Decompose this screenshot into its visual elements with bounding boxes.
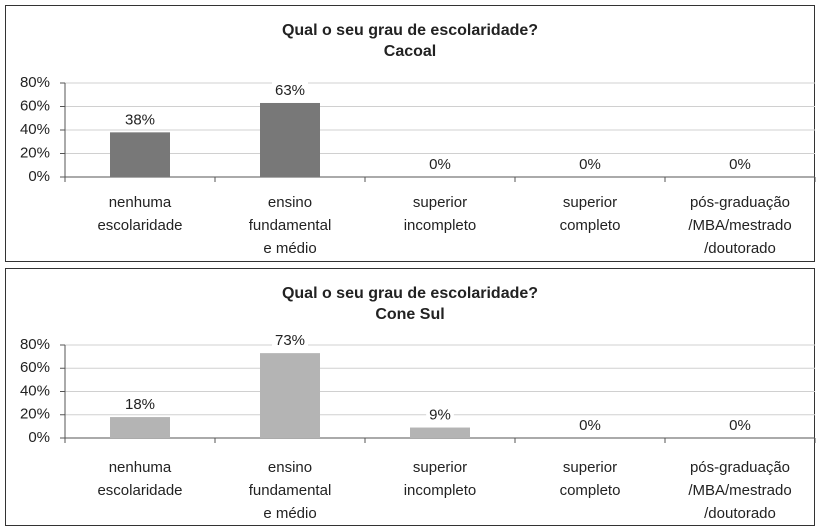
x-tick-label-line: fundamental — [249, 217, 332, 234]
x-tick-label: superior completo — [560, 194, 621, 234]
x-tick-label-line: superior — [413, 194, 467, 211]
value-label: 9% — [429, 407, 451, 424]
x-tick-label: nenhuma escolaridade — [97, 194, 182, 234]
value-label: 0% — [729, 156, 751, 173]
x-tick-label-line: /doutorado — [704, 505, 776, 522]
x-tick-label-line: pós-graduação — [690, 194, 790, 211]
x-tick-label-line: escolaridade — [97, 217, 182, 234]
value-label-bg — [426, 406, 454, 425]
x-tick-label-line: ensino — [268, 459, 312, 476]
x-tick-label-line: e médio — [263, 505, 316, 522]
bar — [260, 353, 320, 438]
value-label-bg — [576, 417, 604, 435]
y-tick-label: 80% — [20, 336, 50, 353]
y-tick-label: 60% — [20, 97, 50, 114]
y-tick-label: 80% — [20, 74, 50, 91]
value-label-bg — [121, 111, 159, 130]
value-label-bg — [271, 81, 309, 100]
x-tick-label-line: completo — [560, 482, 621, 499]
value-label: 73% — [275, 332, 305, 349]
x-tick-label-line: nenhuma — [109, 194, 172, 211]
value-label-bg — [576, 156, 604, 174]
value-label: 0% — [729, 417, 751, 434]
x-tick-label-line: superior — [563, 194, 617, 211]
chart-title: Qual o seu grau de escolaridade? — [282, 22, 538, 39]
value-label: 0% — [579, 156, 601, 173]
x-tick-label: pós-graduação/MBA/mestrado/doutorado — [688, 459, 791, 522]
value-label: 0% — [579, 417, 601, 434]
x-tick-label-line: incompleto — [404, 482, 477, 499]
x-tick-label-line: /doutorado — [704, 240, 776, 257]
x-tick-label-line: pós-graduação — [690, 459, 790, 476]
x-tick-label-line: completo — [560, 217, 621, 234]
value-label: 0% — [429, 156, 451, 173]
x-tick-label-line: /MBA/mestrado — [688, 482, 791, 499]
value-label: 18% — [125, 396, 155, 413]
x-tick-label-line: ensino — [268, 194, 312, 211]
x-tick-label-line: e médio — [263, 240, 316, 257]
x-tick-label: pós-graduação/MBA/mestrado/doutorado — [688, 194, 791, 257]
value-label-bg — [726, 156, 754, 174]
value-label-bg — [121, 396, 159, 415]
x-tick-label-line: superior — [563, 459, 617, 476]
value-label: 38% — [125, 111, 155, 128]
x-tick-label-line: /MBA/mestrado — [688, 217, 791, 234]
chart-title: Qual o seu grau de escolaridade? — [282, 285, 538, 302]
x-tick-label-line: escolaridade — [97, 482, 182, 499]
value-label-bg — [726, 417, 754, 435]
y-tick-label: 20% — [20, 144, 50, 161]
x-tick-label: superior incompleto — [404, 194, 477, 234]
x-tick-label-line: nenhuma — [109, 459, 172, 476]
y-tick-label: 0% — [28, 168, 50, 185]
x-tick-label: nenhuma escolaridade — [97, 459, 182, 499]
y-tick-label: 40% — [20, 121, 50, 138]
bar — [110, 132, 170, 177]
x-tick-label: ensino fundamental e médio — [249, 459, 332, 522]
x-tick-label: superior completo — [560, 459, 621, 499]
chart-subtitle: Cone Sul — [375, 306, 444, 323]
bar — [260, 102, 320, 177]
bar — [110, 417, 170, 438]
x-tick-label: superior incompleto — [404, 459, 477, 499]
value-label-bg — [271, 332, 309, 351]
x-tick-label-line: incompleto — [404, 217, 477, 234]
value-label-bg — [426, 156, 454, 174]
chart-subtitle: Cacoal — [384, 43, 436, 60]
x-tick-label-line: fundamental — [249, 482, 332, 499]
y-tick-label: 20% — [20, 406, 50, 423]
bar — [410, 427, 470, 438]
x-tick-label-line: superior — [413, 459, 467, 476]
x-tick-label: ensino fundamental e médio — [249, 194, 332, 257]
y-tick-label: 0% — [28, 429, 50, 446]
value-label: 63% — [275, 82, 305, 99]
y-tick-label: 60% — [20, 359, 50, 376]
y-tick-label: 40% — [20, 382, 50, 399]
